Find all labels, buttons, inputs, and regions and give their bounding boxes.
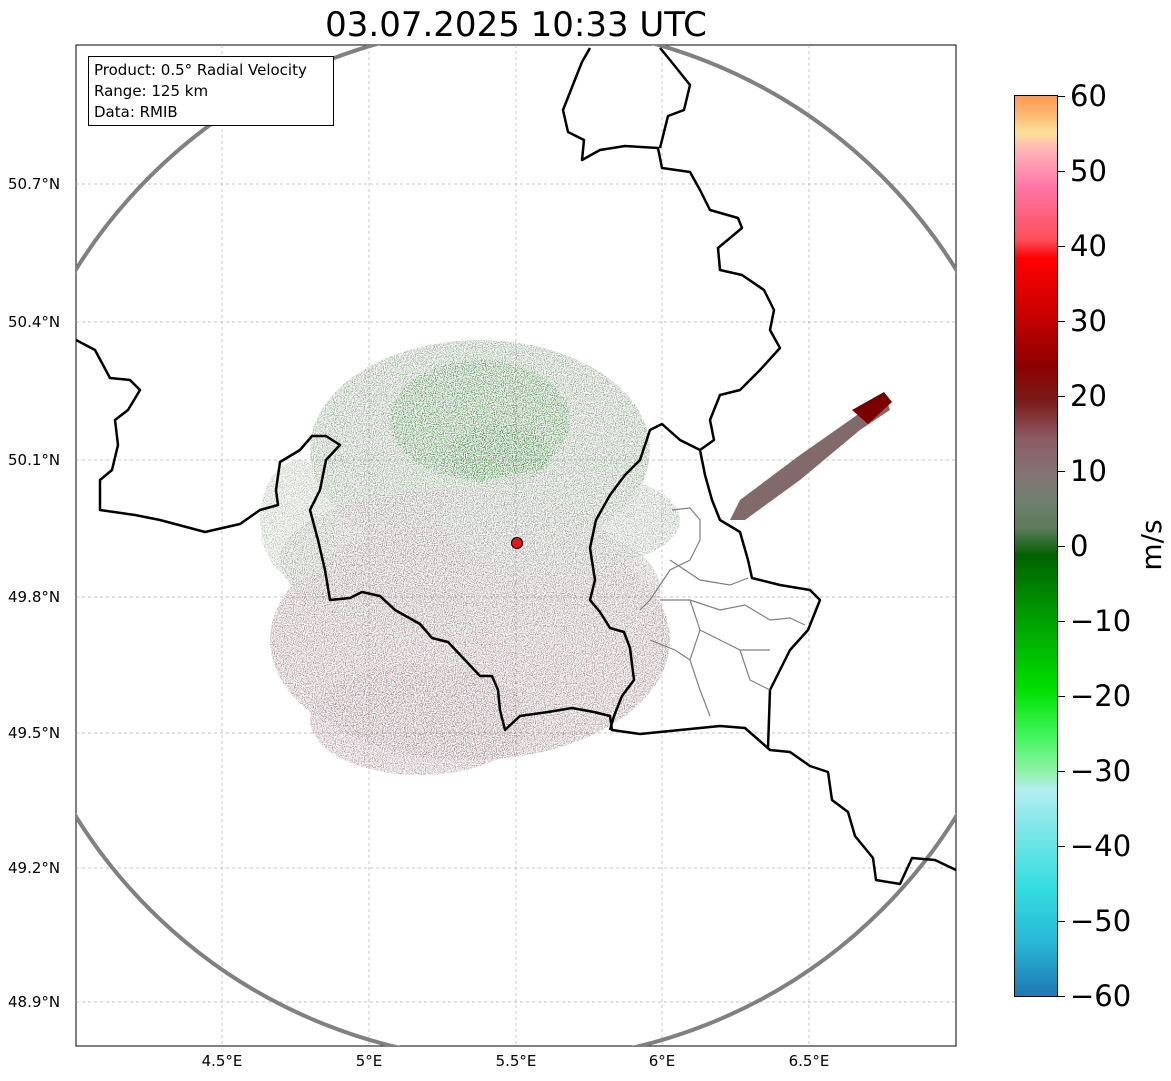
colorbar-tickmark xyxy=(1058,621,1065,622)
echo-band-northeast-core xyxy=(852,392,892,424)
lat-tick-label: 48.9°N xyxy=(8,993,61,1011)
colorbar-tick-label: 0 xyxy=(1070,529,1089,563)
colorbar-tickmark xyxy=(1058,396,1065,397)
colorbar-tickmark xyxy=(1058,246,1065,247)
lon-tick-label: 5°E xyxy=(355,1052,383,1070)
lat-tick-label: 50.1°N xyxy=(8,451,61,469)
colorbar-tickmark xyxy=(1058,546,1065,547)
colorbar-tick-label: −50 xyxy=(1070,904,1132,938)
colorbar-tick-label: −60 xyxy=(1070,979,1132,1013)
colorbar-tick-label: −10 xyxy=(1070,604,1132,638)
colorbar-tickmark xyxy=(1058,171,1065,172)
lat-tick-label: 50.4°N xyxy=(8,313,61,331)
colorbar-tickmark xyxy=(1058,921,1065,922)
data-source-line: Data: RMIB xyxy=(94,103,178,121)
lon-tick-label: 5.5°E xyxy=(495,1052,537,1070)
velocity-field xyxy=(260,340,680,775)
product-line: Product: 0.5° Radial Velocity xyxy=(94,61,307,79)
colorbar-tickmark xyxy=(1058,846,1065,847)
colorbar-tick-label: 60 xyxy=(1070,79,1107,113)
colorbar-tickmark xyxy=(1058,96,1065,97)
colorbar-tick-label: 40 xyxy=(1070,229,1107,263)
colorbar-tick-label: −40 xyxy=(1070,829,1132,863)
colorbar-tick-label: −30 xyxy=(1070,754,1132,788)
lat-tick-label: 49.5°N xyxy=(8,724,61,742)
map-title: 03.07.2025 10:33 UTC xyxy=(325,5,707,45)
lat-tick-label: 49.8°N xyxy=(8,588,61,606)
colorbar-tickmark xyxy=(1058,471,1065,472)
colorbar-tick-label: −20 xyxy=(1070,679,1132,713)
colorbar-unit-label: m/s xyxy=(1135,519,1168,571)
colorbar-tickmark xyxy=(1058,996,1065,997)
lat-tick-label: 49.2°N xyxy=(8,859,61,877)
colorbar-tick-label: 10 xyxy=(1070,454,1107,488)
colorbar-tickmark xyxy=(1058,771,1065,772)
colorbar-tick-label: 50 xyxy=(1070,154,1107,188)
lon-tick-label: 4.5°E xyxy=(201,1052,243,1070)
echo-band-northeast xyxy=(730,395,890,520)
lat-tick-label: 50.7°N xyxy=(8,175,61,193)
country-borders xyxy=(76,47,956,886)
radar-site-marker xyxy=(511,537,523,549)
colorbar-tickmark xyxy=(1058,321,1065,322)
colorbar-tick-label: 30 xyxy=(1070,304,1107,338)
lon-tick-label: 6.5°E xyxy=(788,1052,830,1070)
colorbar-tickmark xyxy=(1058,696,1065,697)
range-line: Range: 125 km xyxy=(94,82,209,100)
velocity-colorbar xyxy=(1014,95,1058,997)
admin-boundaries xyxy=(639,507,806,717)
lon-tick-label: 6°E xyxy=(648,1052,676,1070)
colorbar-tick-label: 20 xyxy=(1070,379,1107,413)
product-info-box: Product: 0.5° Radial Velocity Range: 125… xyxy=(88,56,334,126)
